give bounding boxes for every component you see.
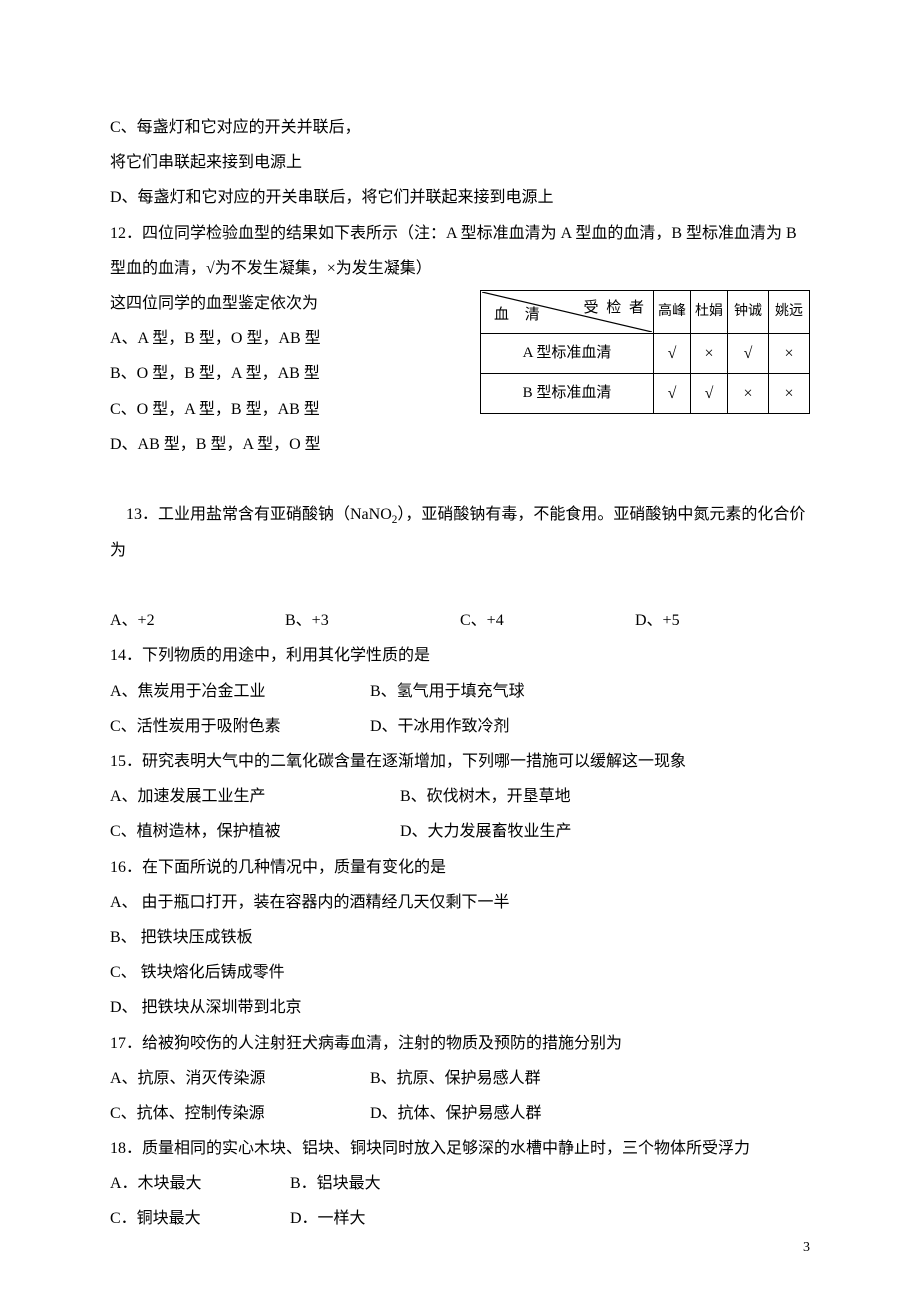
q13-stem-pre: 13．工业用盐常含有亚硝酸钠（NaNO bbox=[126, 506, 392, 523]
q12-options: 这四位同学的血型鉴定依次为 A、A 型，B 型，O 型，AB 型 B、O 型，B… bbox=[110, 286, 450, 462]
q14-row2: C、活性炭用于吸附色素 D、干冰用作致冷剂 bbox=[110, 709, 810, 744]
q15-stem: 15．研究表明大气中的二氧化碳含量在逐渐增加，下列哪一措施可以缓解这一现象 bbox=[110, 744, 810, 779]
q16-opt-c: C、 铁块熔化后铸成零件 bbox=[110, 955, 810, 990]
q12-row-0-label: A 型标准血清 bbox=[481, 333, 654, 373]
q18-opt-d: D．一样大 bbox=[290, 1201, 470, 1236]
q12-cell: × bbox=[728, 373, 769, 413]
q12-table-diag-bottom: 血 清 bbox=[494, 299, 546, 332]
q15-opt-a: A、加速发展工业生产 bbox=[110, 779, 400, 814]
q12-cell: × bbox=[769, 333, 810, 373]
q18-row2: C．铜块最大 D．一样大 bbox=[110, 1201, 810, 1236]
q15-opt-d: D、大力发展畜牧业生产 bbox=[400, 814, 660, 849]
q12-col-1: 杜娟 bbox=[691, 290, 728, 333]
q12-opt-b: B、O 型，B 型，A 型，AB 型 bbox=[110, 356, 450, 391]
q12-cell: √ bbox=[691, 373, 728, 413]
q13-opt-d: D、+5 bbox=[635, 603, 810, 638]
q12-cell: × bbox=[769, 373, 810, 413]
q12-opt-c: C、O 型，A 型，B 型，AB 型 bbox=[110, 392, 450, 427]
q14-opt-b: B、氢气用于填充气球 bbox=[370, 674, 630, 709]
q13-stem: 13．工业用盐常含有亚硝酸钠（NaNO2），亚硝酸钠有毒，不能食用。亚硝酸钠中氮… bbox=[110, 462, 810, 603]
q11-opt-c-cont: 将它们串联起来接到电源上 bbox=[110, 145, 810, 180]
q16-opt-a: A、 由于瓶口打开，装在容器内的酒精经几天仅剩下一半 bbox=[110, 885, 810, 920]
q15-opt-c: C、植树造林，保护植被 bbox=[110, 814, 400, 849]
q15-row1: A、加速发展工业生产 B、砍伐树木，开垦草地 bbox=[110, 779, 810, 814]
q14-opt-c: C、活性炭用于吸附色素 bbox=[110, 709, 370, 744]
q18-opt-c: C．铜块最大 bbox=[110, 1201, 290, 1236]
q12-line2: 这四位同学的血型鉴定依次为 bbox=[110, 286, 450, 321]
q17-stem: 17．给被狗咬伤的人注射狂犬病毒血清，注射的物质及预防的措施分别为 bbox=[110, 1026, 810, 1061]
q13-opt-c: C、+4 bbox=[460, 603, 635, 638]
q12-block: 这四位同学的血型鉴定依次为 A、A 型，B 型，O 型，AB 型 B、O 型，B… bbox=[110, 286, 810, 462]
q13-options: A、+2 B、+3 C、+4 D、+5 bbox=[110, 603, 810, 638]
q12-opt-a: A、A 型，B 型，O 型，AB 型 bbox=[110, 321, 450, 356]
q13-opt-a: A、+2 bbox=[110, 603, 285, 638]
q16-stem: 16．在下面所说的几种情况中，质量有变化的是 bbox=[110, 850, 810, 885]
q12-cell: √ bbox=[654, 333, 691, 373]
q18-row1: A．木块最大 B．铝块最大 bbox=[110, 1166, 810, 1201]
q15-row2: C、植树造林，保护植被 D、大力发展畜牧业生产 bbox=[110, 814, 810, 849]
q12-table: 受 检 者 血 清 高峰 杜娟 钟诚 姚远 A 型标准血清 √ × √ × B … bbox=[480, 290, 810, 414]
q12-table-diag-top: 受 检 者 bbox=[583, 292, 646, 325]
q12-col-2: 钟诚 bbox=[728, 290, 769, 333]
q12-opt-d: D、AB 型，B 型，A 型，O 型 bbox=[110, 427, 450, 462]
q17-opt-b: B、抗原、保护易感人群 bbox=[370, 1061, 630, 1096]
q18-opt-b: B．铝块最大 bbox=[290, 1166, 470, 1201]
page-root: C、每盏灯和它对应的开关并联后， 将它们串联起来接到电源上 D、每盏灯和它对应的… bbox=[0, 0, 920, 1302]
q14-row1: A、焦炭用于冶金工业 B、氢气用于填充气球 bbox=[110, 674, 810, 709]
q18-opt-a: A．木块最大 bbox=[110, 1166, 290, 1201]
q11-opt-c: C、每盏灯和它对应的开关并联后， bbox=[110, 110, 810, 145]
q18-stem: 18．质量相同的实心木块、铝块、铜块同时放入足够深的水槽中静止时，三个物体所受浮… bbox=[110, 1131, 810, 1166]
q12-col-3: 姚远 bbox=[769, 290, 810, 333]
q14-opt-a: A、焦炭用于冶金工业 bbox=[110, 674, 370, 709]
q17-opt-a: A、抗原、消灭传染源 bbox=[110, 1061, 370, 1096]
q12-cell: √ bbox=[654, 373, 691, 413]
q12-row-1-label: B 型标准血清 bbox=[481, 373, 654, 413]
q17-row1: A、抗原、消灭传染源 B、抗原、保护易感人群 bbox=[110, 1061, 810, 1096]
q17-opt-d: D、抗体、保护易感人群 bbox=[370, 1096, 630, 1131]
q12-table-diag-cell: 受 检 者 血 清 bbox=[482, 292, 652, 332]
q11-opt-d: D、每盏灯和它对应的开关串联后，将它们并联起来接到电源上 bbox=[110, 180, 810, 215]
q12-cell: × bbox=[691, 333, 728, 373]
q13-opt-b: B、+3 bbox=[285, 603, 460, 638]
q17-opt-c: C、抗体、控制传染源 bbox=[110, 1096, 370, 1131]
q17-row2: C、抗体、控制传染源 D、抗体、保护易感人群 bbox=[110, 1096, 810, 1131]
q12-cell: √ bbox=[728, 333, 769, 373]
q14-stem: 14．下列物质的用途中，利用其化学性质的是 bbox=[110, 638, 810, 673]
q15-opt-b: B、砍伐树木，开垦草地 bbox=[400, 779, 660, 814]
q12-col-0: 高峰 bbox=[654, 290, 691, 333]
page-number: 3 bbox=[803, 1233, 810, 1264]
q14-opt-d: D、干冰用作致冷剂 bbox=[370, 709, 630, 744]
q16-opt-d: D、 把铁块从深圳带到北京 bbox=[110, 990, 810, 1025]
q16-opt-b: B、 把铁块压成铁板 bbox=[110, 920, 810, 955]
q12-stem: 12．四位同学检验血型的结果如下表所示（注：A 型标准血清为 A 型血的血清，B… bbox=[110, 216, 810, 286]
